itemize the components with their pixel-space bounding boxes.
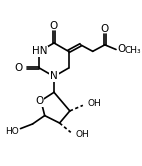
Text: OH: OH — [87, 99, 101, 108]
Text: HN: HN — [32, 46, 47, 56]
Text: CH₃: CH₃ — [124, 46, 141, 55]
Text: HO: HO — [5, 127, 19, 136]
Text: O: O — [117, 43, 125, 54]
Text: O: O — [50, 21, 58, 31]
Text: N: N — [50, 72, 58, 82]
Text: O: O — [14, 63, 23, 73]
Text: O: O — [35, 96, 43, 106]
Text: O: O — [101, 24, 109, 34]
Text: OH: OH — [75, 130, 89, 139]
